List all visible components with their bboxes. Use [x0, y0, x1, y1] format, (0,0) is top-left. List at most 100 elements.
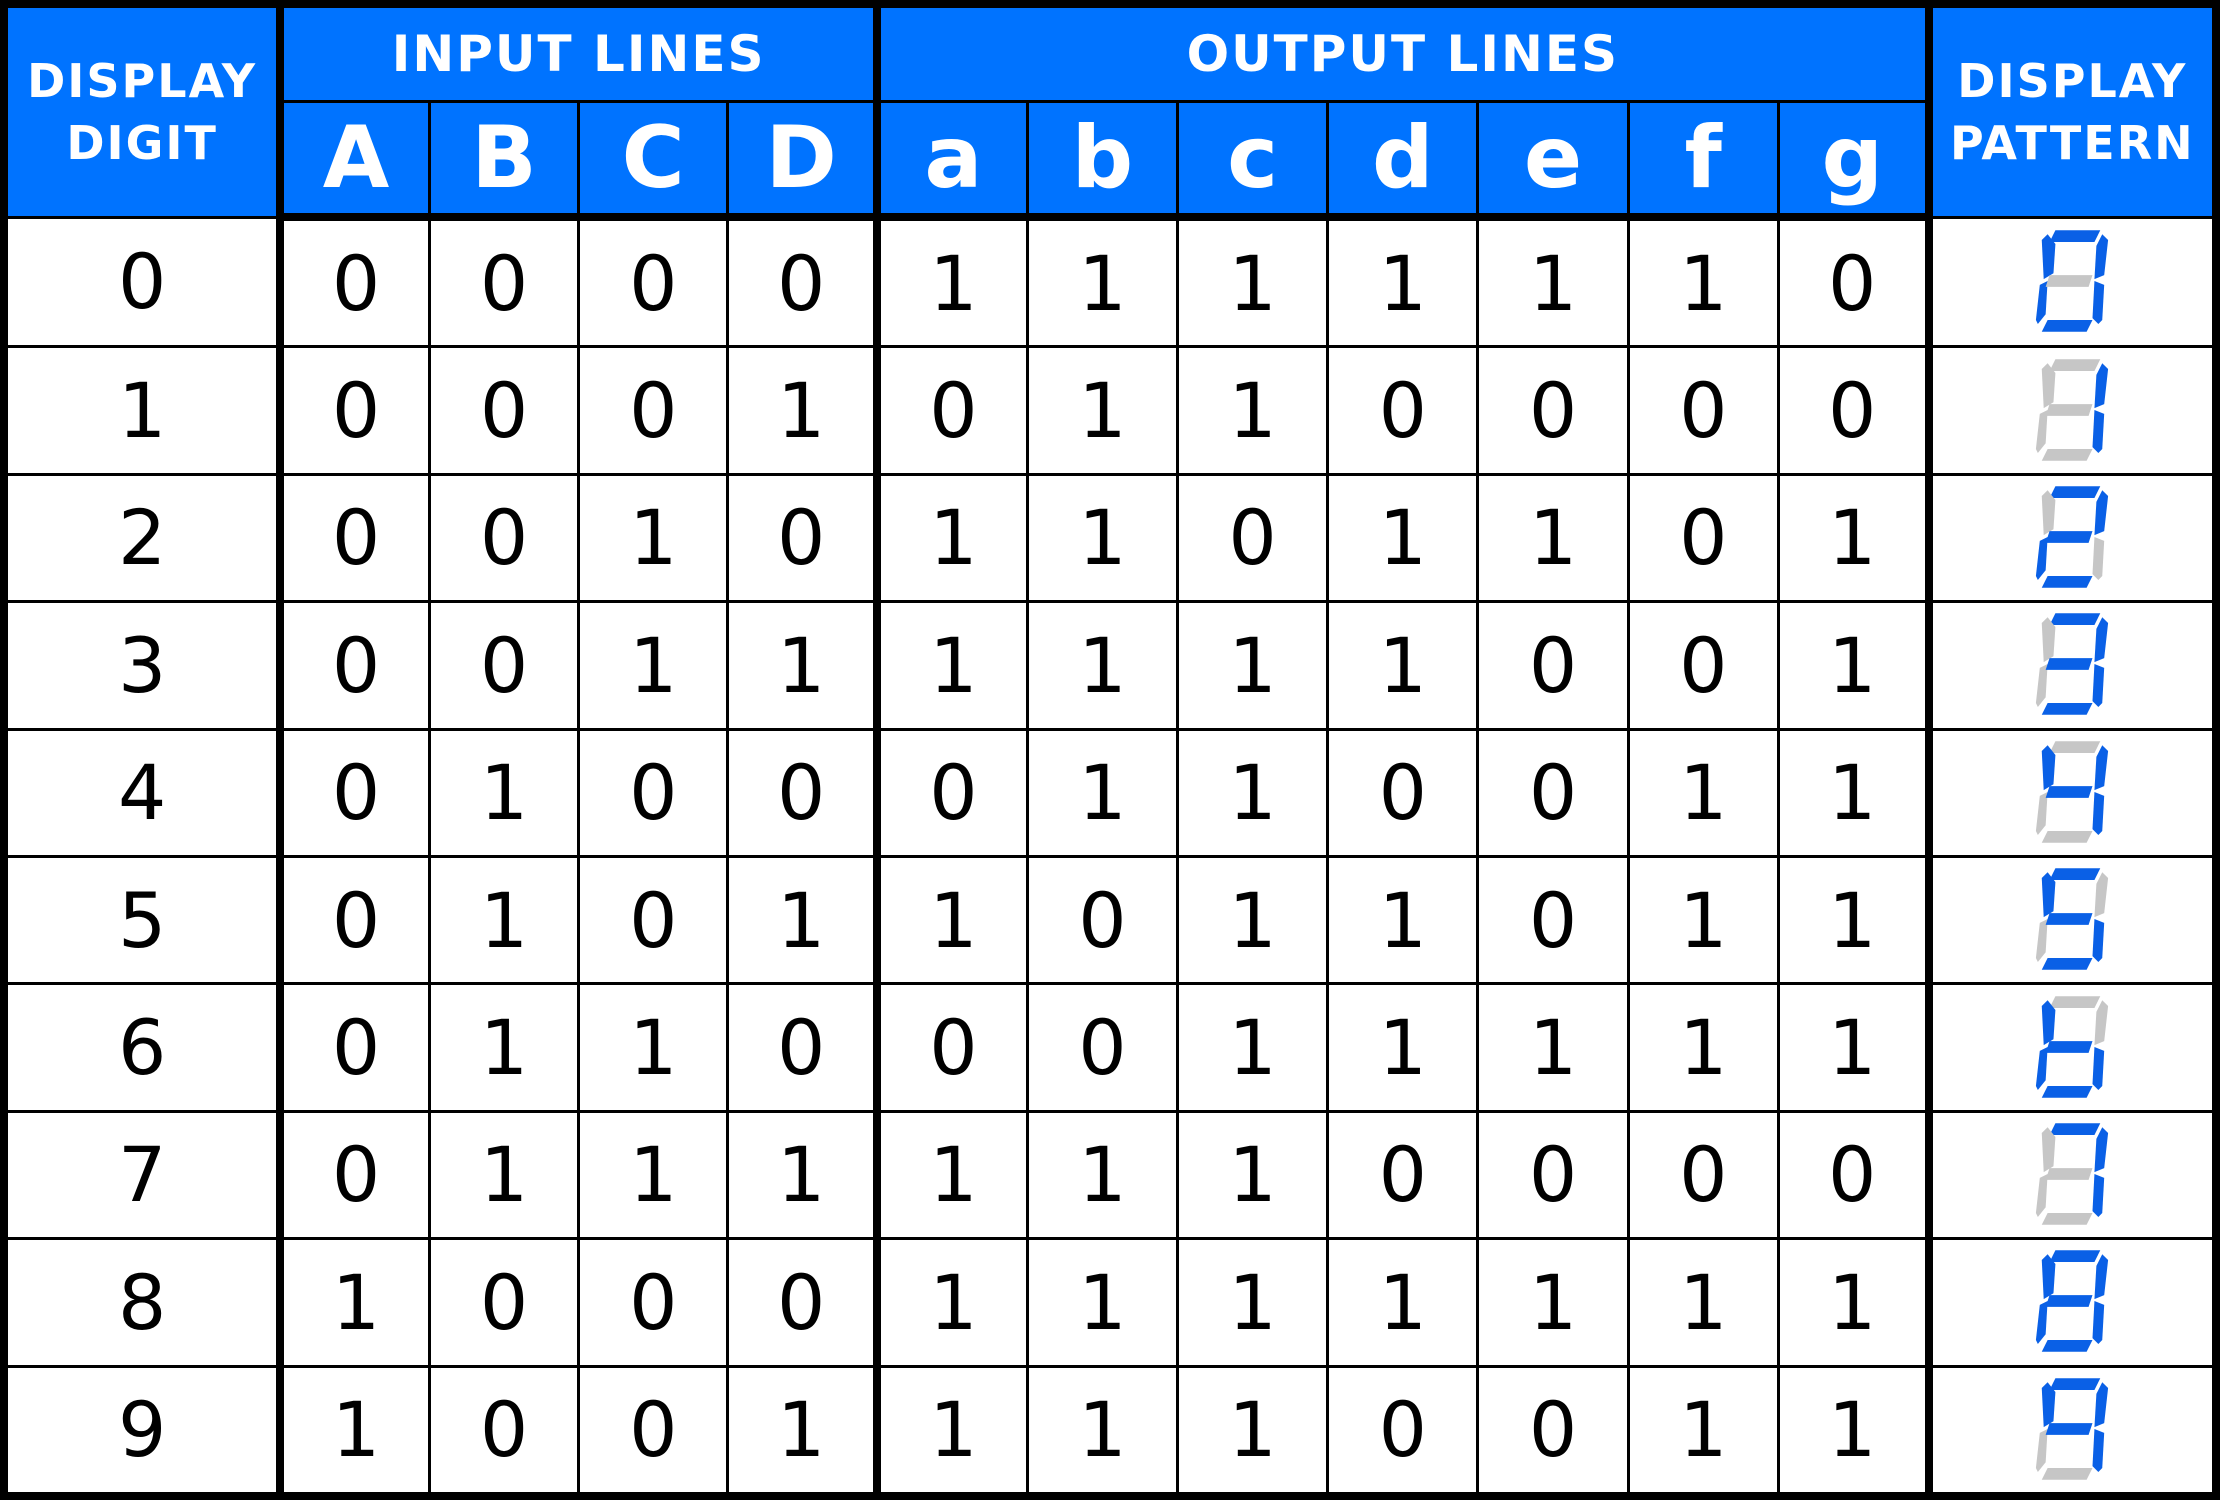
output-lines-header: OUTPUT LINES — [875, 2, 1933, 103]
segment-a — [2049, 741, 2101, 753]
display-pattern-cell — [1927, 1237, 2218, 1368]
output-cell-c: 1 — [1175, 982, 1330, 1113]
input-cell-d: 1 — [726, 854, 882, 986]
output-cell-e: 0 — [1476, 600, 1630, 731]
segment-f — [2042, 490, 2056, 536]
output-cell-e: 1 — [1476, 982, 1630, 1113]
segment-e — [2036, 280, 2048, 324]
segment-a — [2049, 1250, 2101, 1263]
input-cell-b: 1 — [427, 982, 581, 1113]
output-cell-e: 1 — [1476, 215, 1630, 349]
segment-b — [2094, 1127, 2109, 1173]
output-cell-d: 1 — [1326, 472, 1480, 604]
segment-e — [2036, 1301, 2048, 1345]
segment-g — [2045, 531, 2093, 543]
output-cell-g: 1 — [1776, 472, 1933, 604]
output-cell-a: 1 — [875, 472, 1029, 604]
segment-a — [2049, 230, 2101, 242]
segment-f — [2042, 872, 2056, 918]
output-cell-g: 1 — [1776, 1237, 1933, 1368]
display-digit-header-line-2: DIGIT — [66, 115, 218, 170]
output-cell-f: 1 — [1626, 727, 1780, 858]
display-digit-header: DISPLAY DIGIT — [2, 2, 285, 219]
seven-segment-icon — [2036, 230, 2109, 332]
input-cell-b: 0 — [427, 345, 581, 476]
segment-e — [2036, 919, 2048, 963]
segment-a — [2049, 486, 2101, 498]
output-cell-g: 0 — [1776, 215, 1933, 349]
seven-segment-icon — [2036, 1123, 2109, 1225]
segment-b — [2094, 234, 2109, 280]
output-cell-c: 1 — [1175, 727, 1330, 858]
output-cell-a: 0 — [875, 345, 1029, 476]
segment-f — [2042, 617, 2056, 663]
output-cell-c: 1 — [1175, 1109, 1330, 1241]
segment-g — [2045, 658, 2093, 671]
output-cell-c: 1 — [1175, 854, 1330, 986]
output-cell-d: 0 — [1326, 1364, 1480, 1498]
display-digit-cell: 1 — [2, 345, 285, 476]
display-pattern-cell — [1927, 854, 2218, 986]
segment-d — [2042, 576, 2093, 588]
input-header-a: A — [278, 100, 431, 221]
input-cell-a: 0 — [278, 215, 431, 349]
input-cell-c: 1 — [577, 1109, 730, 1241]
input-cell-b: 0 — [427, 600, 581, 731]
segment-e — [2036, 1173, 2048, 1217]
segment-g — [2045, 1295, 2093, 1308]
output-header-f: f — [1626, 100, 1780, 221]
segment-b — [2094, 1254, 2109, 1300]
input-cell-d: 1 — [726, 345, 882, 476]
segment-g — [2045, 403, 2093, 416]
input-cell-c: 1 — [577, 982, 730, 1113]
input-cell-b: 1 — [427, 727, 581, 858]
input-cell-c: 0 — [577, 1237, 730, 1368]
seven-segment-icon — [2036, 995, 2109, 1098]
input-cell-d: 1 — [726, 1109, 882, 1241]
segment-c — [2092, 664, 2105, 708]
output-cell-a: 1 — [875, 215, 1029, 349]
segment-e — [2036, 409, 2048, 453]
output-cell-c: 1 — [1175, 345, 1330, 476]
output-cell-b: 0 — [1025, 982, 1179, 1113]
output-cell-g: 1 — [1776, 854, 1933, 986]
input-cell-d: 0 — [726, 1237, 882, 1368]
output-cell-e: 1 — [1476, 472, 1630, 604]
output-cell-b: 1 — [1025, 1109, 1179, 1241]
output-cell-a: 0 — [875, 727, 1029, 858]
seven-segment-icon — [2036, 741, 2109, 843]
display-digit-cell: 3 — [2, 600, 285, 731]
display-digit-cell: 9 — [2, 1364, 285, 1498]
output-cell-b: 1 — [1025, 472, 1179, 604]
output-cell-b: 0 — [1025, 854, 1179, 986]
output-cell-f: 0 — [1626, 600, 1780, 731]
output-cell-b: 1 — [1025, 215, 1179, 349]
output-cell-c: 1 — [1175, 215, 1330, 349]
input-cell-d: 0 — [726, 472, 882, 604]
output-cell-f: 1 — [1626, 1237, 1780, 1368]
segment-c — [2092, 1301, 2105, 1345]
output-cell-e: 0 — [1476, 1109, 1630, 1241]
seven-segment-icon — [2036, 868, 2109, 970]
segment-e — [2036, 791, 2048, 835]
output-cell-f: 1 — [1626, 854, 1780, 986]
output-header-b: b — [1025, 100, 1179, 221]
output-cell-f: 0 — [1626, 472, 1780, 604]
input-cell-a: 0 — [278, 982, 431, 1113]
input-cell-c: 0 — [577, 215, 730, 349]
input-cell-a: 1 — [278, 1364, 431, 1498]
output-cell-g: 1 — [1776, 982, 1933, 1113]
header-row-groups: DISPLAY DIGIT INPUT LINES OUTPUT LINES DI… — [2, 2, 2218, 219]
segment-b — [2094, 999, 2109, 1045]
input-cell-a: 1 — [278, 1237, 431, 1368]
display-pattern-header: DISPLAY PATTERN — [1927, 2, 2218, 219]
display-digit-cell: 0 — [2, 215, 285, 349]
display-pattern-cell — [1927, 982, 2218, 1113]
segment-g — [2045, 785, 2093, 798]
display-digit-cell: 7 — [2, 1109, 285, 1241]
output-cell-d: 1 — [1326, 982, 1480, 1113]
